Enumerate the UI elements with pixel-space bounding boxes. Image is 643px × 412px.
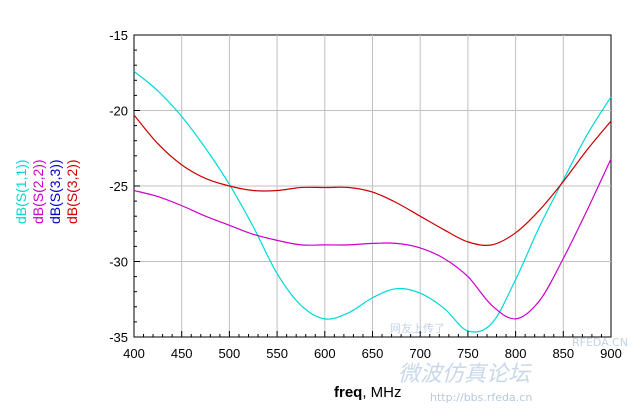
watermark-chinese: 微波仿真论坛 xyxy=(398,362,532,387)
series-lines xyxy=(133,70,612,333)
y-tick-label: -35 xyxy=(109,330,128,345)
x-tick-label: 800 xyxy=(505,346,527,361)
legend-entry-db-s-3-3: dB(S(3,3)) xyxy=(47,159,63,224)
tick-marks xyxy=(133,34,612,338)
y-tick-labels: -35 -30 -25 -20 -15 xyxy=(109,28,128,345)
x-tick-label: 700 xyxy=(409,346,431,361)
y-tick-label: -30 xyxy=(109,255,128,270)
x-tick-label: 600 xyxy=(314,346,336,361)
legend-entry-db-s-2-2: dB(S(2,2)) xyxy=(30,159,46,224)
x-tick-label: 900 xyxy=(600,346,622,361)
watermark: 网友上传了 RFEDA.CN 微波仿真论坛 http://bbs.rfeda.c… xyxy=(390,321,628,404)
x-tick-label: 850 xyxy=(552,346,574,361)
y-tick-label: -15 xyxy=(109,28,128,43)
x-tick-labels: 400 450 500 550 600 650 700 750 800 850 900 xyxy=(123,346,622,361)
series-line-db-s-3-2 xyxy=(133,114,612,247)
x-axis-title: freq, MHz xyxy=(334,384,402,401)
watermark-site: RFEDA.CN xyxy=(572,336,628,349)
x-tick-label: 400 xyxy=(123,346,145,361)
legend: dB(S(1,1)) dB(S(2,2)) dB(S(3,3)) dB(S(3,2)) xyxy=(13,159,80,224)
legend-entry-db-s-3-2: dB(S(3,2)) xyxy=(64,159,80,224)
watermark-url: http://bbs.rfeda.cn xyxy=(430,391,532,404)
legend-entry-db-s-1-1: dB(S(1,1)) xyxy=(13,159,29,224)
x-tick-label: 650 xyxy=(362,346,384,361)
x-axis-title-unit: , MHz xyxy=(362,384,401,401)
series-line-db-s-1-1 xyxy=(133,70,612,333)
x-axis-title-bold: freq xyxy=(334,384,362,401)
x-tick-label: 500 xyxy=(219,346,241,361)
x-tick-label: 550 xyxy=(266,346,288,361)
grid xyxy=(134,35,611,337)
y-tick-label: -20 xyxy=(109,104,128,119)
y-tick-label: -25 xyxy=(109,179,128,194)
x-tick-label: 450 xyxy=(171,346,193,361)
watermark-partial: 网友上传了 xyxy=(390,321,445,335)
x-tick-label: 750 xyxy=(457,346,479,361)
series-line-db-s-2-2 xyxy=(133,158,612,320)
